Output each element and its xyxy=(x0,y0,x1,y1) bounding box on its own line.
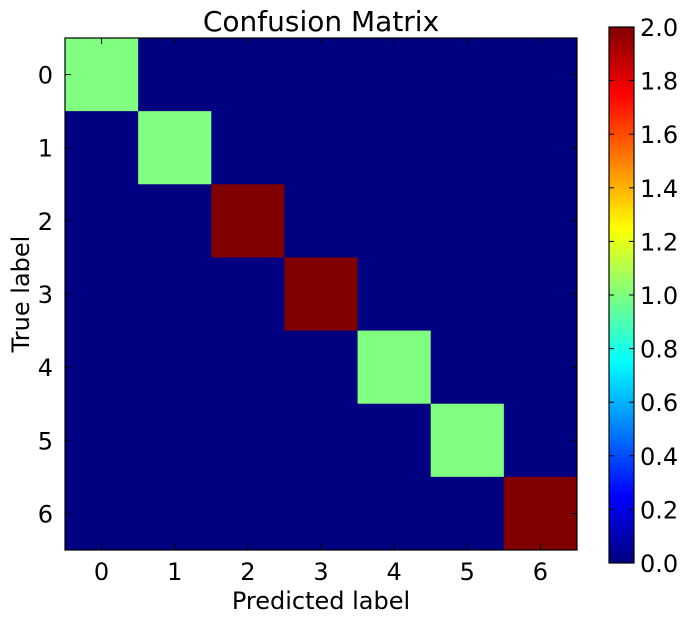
heatmap-cell-5-3 xyxy=(284,403,359,478)
heatmap-cell-1-5 xyxy=(430,111,505,185)
y-tick-label: 5 xyxy=(38,427,53,455)
heatmap-cell-5-1 xyxy=(138,403,212,478)
heatmap-cell-5-5 xyxy=(430,403,505,478)
colorbar-tick-label: 0.0 xyxy=(640,550,678,578)
colorbar-tick-label: 2.0 xyxy=(640,14,678,42)
y-tick-label: 2 xyxy=(38,208,53,236)
heatmap-cell-1-1 xyxy=(138,111,212,185)
heatmap-cell-1-2 xyxy=(211,111,285,185)
heatmap-cell-6-1 xyxy=(138,476,212,551)
x-tick-label: 4 xyxy=(387,558,402,586)
colorbar-tick-label: 1.6 xyxy=(640,121,678,149)
y-tick-label: 3 xyxy=(38,281,53,309)
x-tick-label: 3 xyxy=(313,558,328,586)
x-tick-label: 0 xyxy=(94,558,109,586)
heatmap-cells xyxy=(65,38,578,551)
heatmap-cell-6-4 xyxy=(357,476,432,551)
heatmap-cell-0-2 xyxy=(211,38,285,112)
y-tick-label: 1 xyxy=(38,135,53,163)
y-tick-label: 0 xyxy=(38,62,53,90)
heatmap-cell-5-0 xyxy=(65,403,139,478)
y-axis-label: True label xyxy=(7,236,35,354)
x-axis-ticks: 0 1 2 3 4 5 6 xyxy=(94,38,548,586)
heatmap-cell-1-6 xyxy=(503,111,578,185)
colorbar-tick-label: 1.4 xyxy=(640,175,678,203)
heatmap-cell-4-2 xyxy=(211,330,285,405)
heatmap-cell-1-3 xyxy=(284,111,359,185)
heatmap-cell-2-1 xyxy=(138,184,212,258)
heatmap-cell-6-3 xyxy=(284,476,359,551)
heatmap-cell-0-5 xyxy=(430,38,505,112)
heatmap-cell-2-0 xyxy=(65,184,139,258)
heatmap-cell-3-0 xyxy=(65,257,139,332)
y-tick-label: 6 xyxy=(38,500,53,528)
heatmap-cell-4-4 xyxy=(357,330,432,405)
heatmap-cell-6-2 xyxy=(211,476,285,551)
y-tick-label: 4 xyxy=(38,354,53,382)
x-tick-label: 5 xyxy=(460,558,475,586)
colorbar-tick-label: 1.8 xyxy=(640,68,678,96)
heatmap-cell-0-4 xyxy=(357,38,432,112)
heatmap-cell-5-6 xyxy=(503,403,578,478)
heatmap-cell-0-0 xyxy=(65,38,139,112)
heatmap-cell-2-6 xyxy=(503,184,578,258)
heatmap-cell-3-2 xyxy=(211,257,285,332)
heatmap-cell-2-3 xyxy=(284,184,359,258)
heatmap-cell-2-5 xyxy=(430,184,505,258)
heatmap-cell-2-2 xyxy=(211,184,285,258)
heatmap-cell-5-4 xyxy=(357,403,432,478)
colorbar-tick-label: 1.0 xyxy=(640,282,678,310)
colorbar-tick-label: 0.4 xyxy=(640,443,678,471)
x-tick-label: 2 xyxy=(240,558,255,586)
heatmap-cell-3-6 xyxy=(503,257,578,332)
heatmap-cell-6-0 xyxy=(65,476,139,551)
heatmap-cell-3-4 xyxy=(357,257,432,332)
colorbar-tick-label: 0.2 xyxy=(640,496,678,524)
x-tick-label: 6 xyxy=(533,558,548,586)
chart-title: Confusion Matrix xyxy=(203,5,439,38)
x-tick-label: 1 xyxy=(167,558,182,586)
heatmap-cell-6-6 xyxy=(503,476,578,551)
heatmap-cell-3-1 xyxy=(138,257,212,332)
heatmap-cell-0-1 xyxy=(138,38,212,112)
heatmap-cell-0-6 xyxy=(503,38,578,112)
heatmap-cell-1-0 xyxy=(65,111,139,185)
heatmap-cell-1-4 xyxy=(357,111,432,185)
heatmap-cell-4-1 xyxy=(138,330,212,405)
colorbar-tick-label: 1.2 xyxy=(640,228,678,256)
heatmap-cell-3-5 xyxy=(430,257,505,332)
heatmap-cell-4-5 xyxy=(430,330,505,405)
heatmap-cell-4-3 xyxy=(284,330,359,405)
heatmap-cell-5-2 xyxy=(211,403,285,478)
x-axis-label: Predicted label xyxy=(232,587,410,615)
y-axis-ticks: 0 1 2 3 4 5 6 xyxy=(38,62,577,528)
colorbar-tick-label: 0.8 xyxy=(640,336,678,364)
heatmap-cell-0-3 xyxy=(284,38,359,112)
heatmap-cell-4-6 xyxy=(503,330,578,405)
colorbar-ticks: 0.0 0.2 0.4 0.6 0.8 1.0 1.2 1.4 1.6 1.8 2.0 xyxy=(609,14,678,578)
heatmap-cell-3-3 xyxy=(284,257,359,332)
heatmap-cell-6-5 xyxy=(430,476,505,551)
heatmap-cell-4-0 xyxy=(65,330,139,405)
colorbar-tick-label: 0.6 xyxy=(640,389,678,417)
heatmap-cell-2-4 xyxy=(357,184,432,258)
